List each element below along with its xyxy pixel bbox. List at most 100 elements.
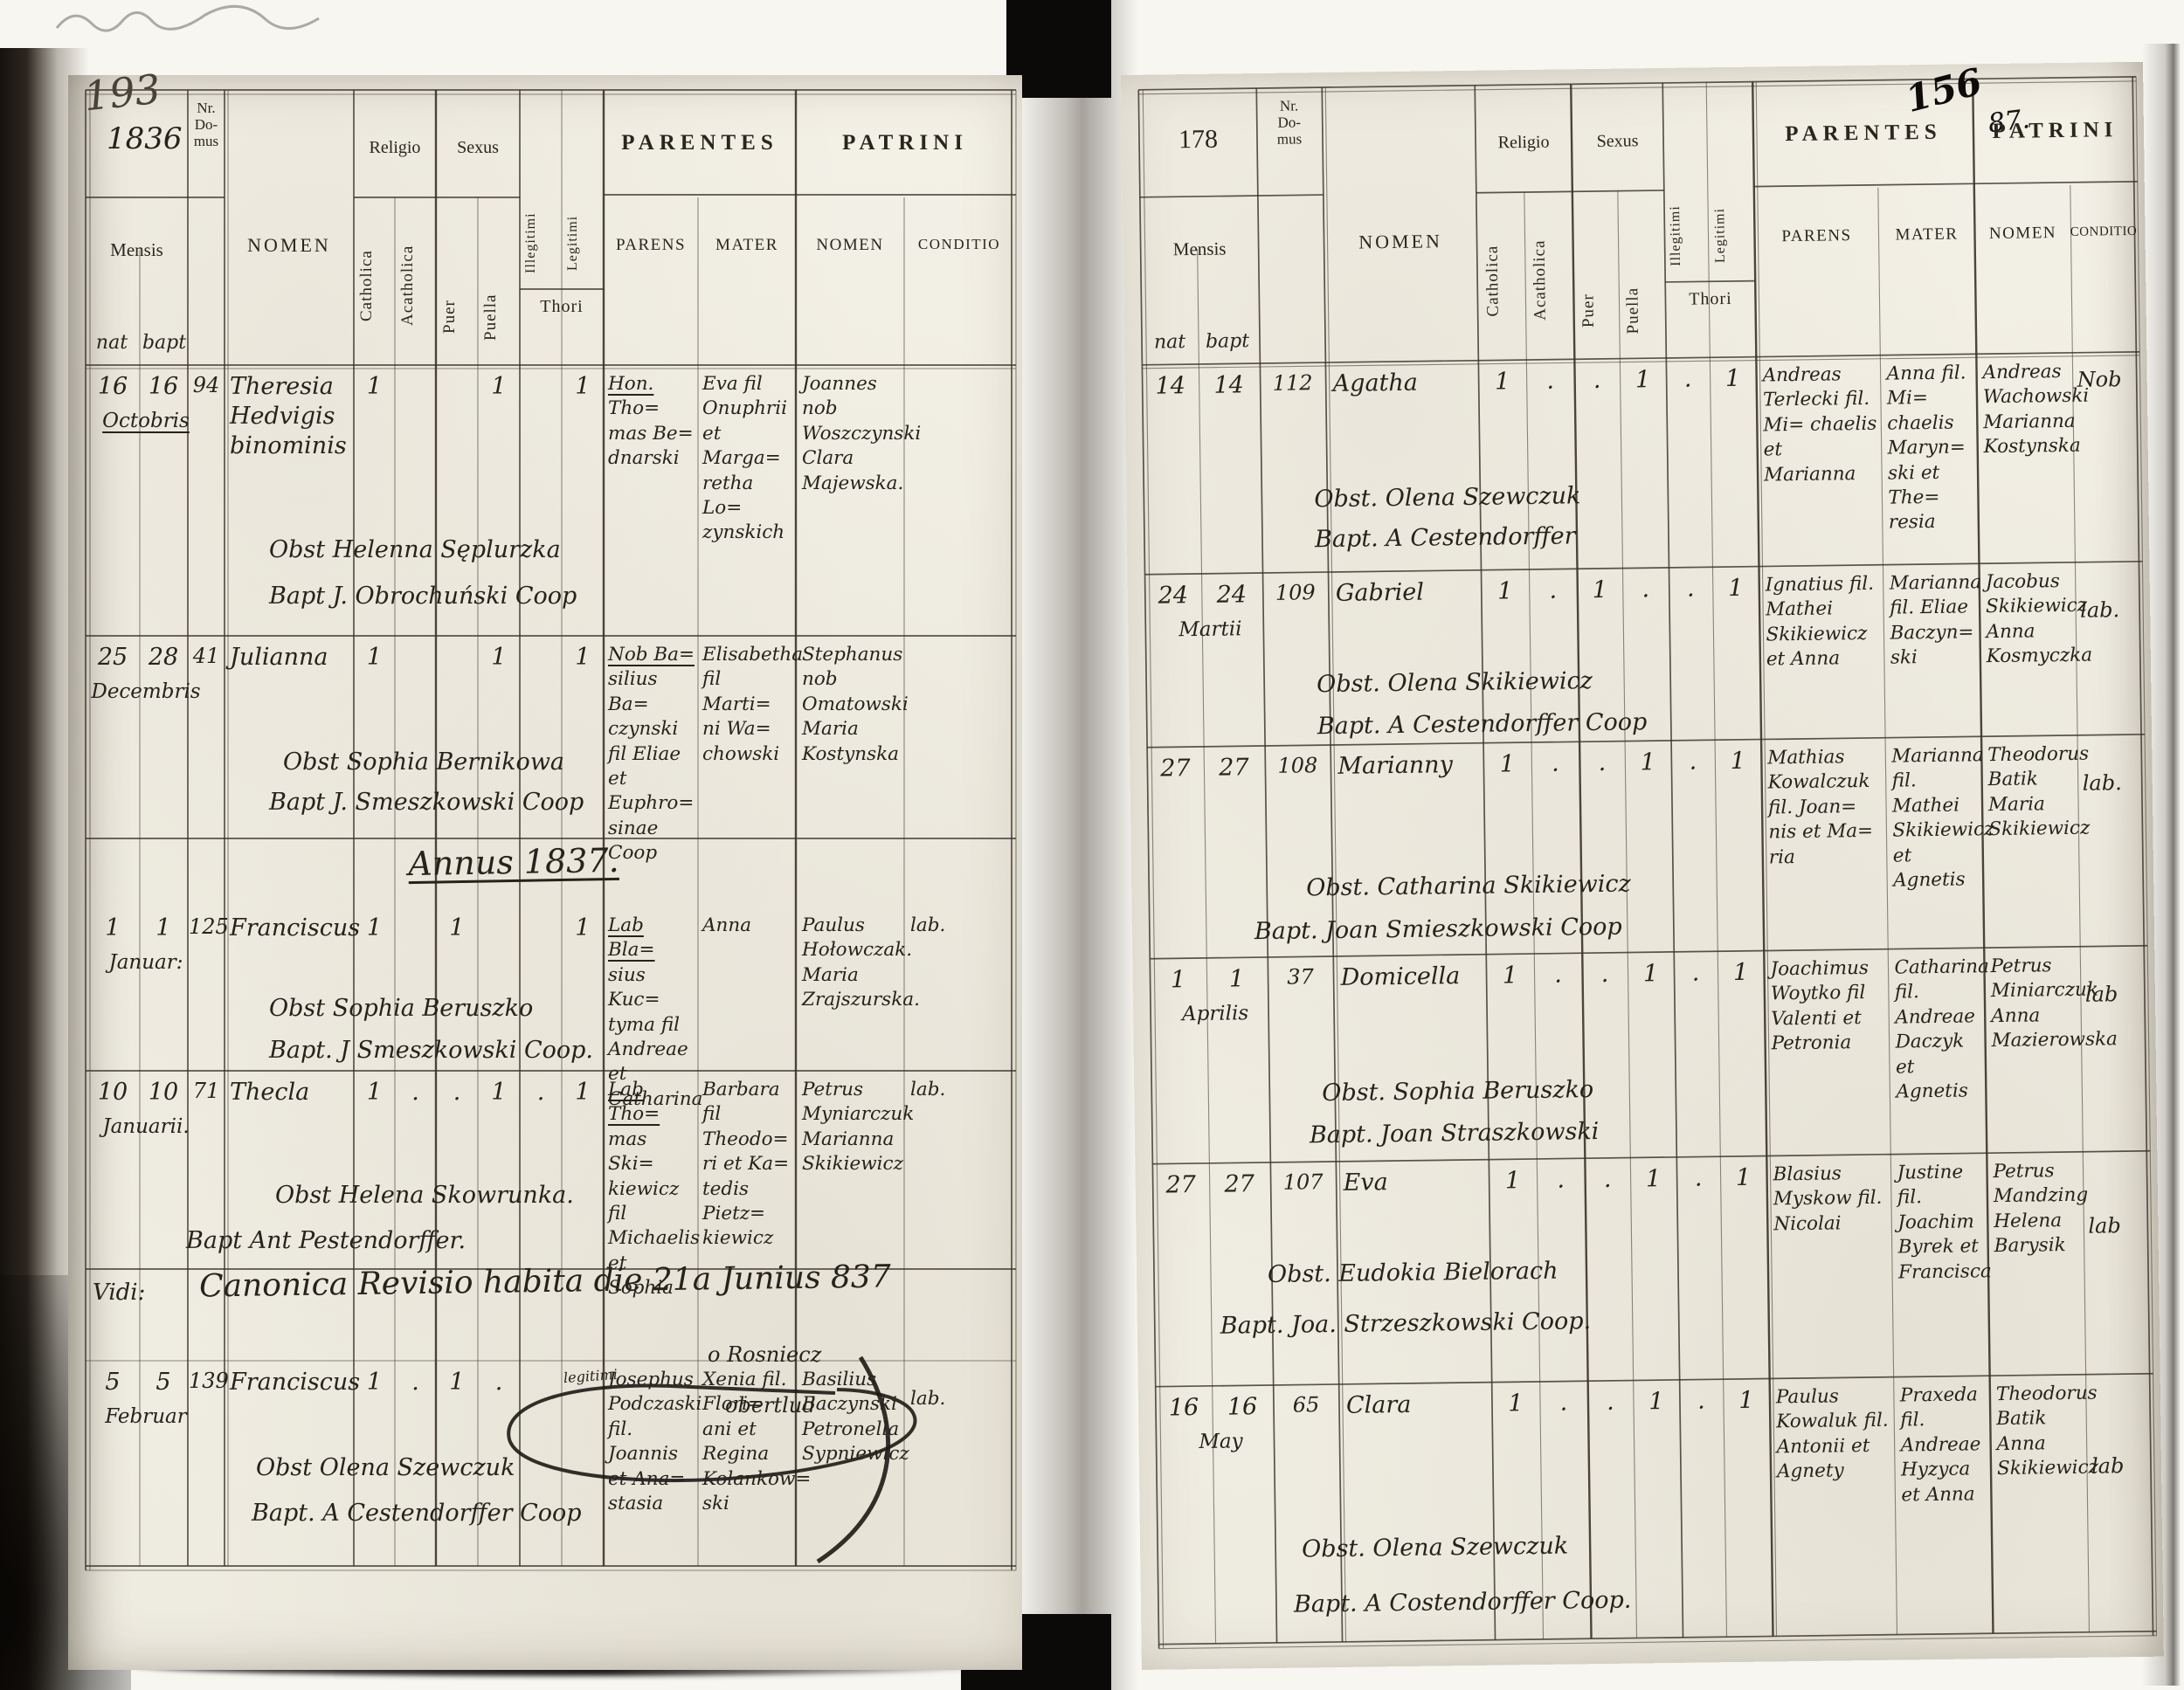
nr-line: Do-	[1277, 114, 1302, 131]
cell-baptized-day: 27	[1219, 754, 1249, 782]
cell-baptized-day: 1	[1228, 965, 1245, 993]
revision-flourish-oval	[507, 1383, 917, 1483]
cell-godparents: Joannes nob Woszczynski Clara Majewska.	[802, 373, 922, 494]
cell-condition: Nob	[2077, 367, 2122, 392]
father-text: Tho= mas Be= dnarski	[608, 397, 694, 470]
mark-girl: 1	[491, 373, 507, 400]
mark-catholic: 1	[1504, 1167, 1521, 1195]
mark-acatholic: .	[1557, 1166, 1565, 1194]
column-header-house-number: Nr. Do- mus	[188, 100, 225, 149]
handwritten-page-number: 193	[81, 65, 163, 121]
cell-midwife: Obst. Olena Szewczuk	[1314, 482, 1581, 514]
mark-legitimate: 1	[1738, 1386, 1754, 1414]
column-header-father: PARENS	[1781, 226, 1852, 246]
mark-girl: 1	[491, 1079, 507, 1106]
cell-mother: Praxeda fil. Andreae Hyzyca et Anna	[1899, 1383, 1981, 1507]
mark-catholic: 1	[366, 644, 383, 671]
column-header-sex: Sexus	[1596, 131, 1639, 151]
cell-midwife: Obst Helena Skowrunka.	[275, 1182, 574, 1209]
cell-baptizing-priest: Bapt. Joan Straszkowski	[1309, 1118, 1600, 1149]
cell-baptized-day: 28	[148, 644, 179, 671]
cell-godparents: Paulus Hołowczak. Maria Zrajszurska.	[802, 914, 920, 1011]
cell-condition: lab.	[910, 914, 946, 936]
cell-father: Hon. Tho= mas Be= dnarski	[608, 372, 695, 472]
cell-born-day: 1	[105, 914, 121, 942]
cell-father: Josephus Podczaski fil. Joannis et Ana= …	[608, 1368, 702, 1516]
mark-acatholic: .	[1559, 1389, 1568, 1417]
father-title: Hon.	[608, 373, 654, 395]
cell-mother: Anna fil. Mi= chaelis Maryn= ski et The=…	[1886, 362, 1966, 534]
mark-illegitimate: .	[1697, 1387, 1705, 1415]
cell-father: Paulus Kowaluk fil. Antonii et Agnety	[1775, 1385, 1889, 1483]
cell-born-day: 5	[105, 1369, 121, 1396]
nr-line: Nr.	[197, 100, 216, 116]
cell-month: Octobris	[102, 410, 190, 432]
column-header-religion: Religio	[369, 138, 421, 157]
mark-catholic: 1	[366, 1079, 383, 1106]
revision-flourish-tail	[816, 1355, 891, 1564]
cell-born-day: 27	[1165, 1171, 1197, 1199]
column-header-month: Mensis	[110, 239, 163, 260]
cell-baptized-day: 24	[1216, 581, 1248, 609]
cell-godparents: Stephanus nob Omatowski Maria Kostynska	[802, 644, 909, 765]
cell-child-name: Domicella	[1340, 962, 1461, 991]
cell-house-number: 109	[1275, 580, 1316, 605]
column-header-illegitimate: Illegitimi	[1668, 204, 1683, 266]
section-header-godparents: PATRINI	[1992, 118, 2118, 144]
column-header-girl: Puella	[481, 293, 500, 341]
cell-baptizing-priest: Bapt. A Cestendorffer Coop	[252, 1500, 582, 1527]
column-header-catholic: Catholica	[1482, 245, 1503, 317]
cell-child-name: Marianny	[1337, 751, 1454, 780]
cell-house-number: 65	[1292, 1392, 1320, 1418]
cell-baptizing-priest: Bapt Ant Pestendorffer.	[186, 1227, 467, 1254]
father-title: Lab Tho=	[608, 1079, 660, 1126]
cell-godparents: Petrus Mandzing Helena Barysik	[1993, 1160, 2089, 1258]
cell-condition: lab	[2088, 1213, 2121, 1238]
cell-baptizing-priest: Bapt. J Smeszkowski Coop.	[269, 1037, 593, 1064]
cell-condition: lab.	[2082, 770, 2122, 796]
cell-baptizing-priest: Bapt. Joa. Strzeszkowski Coop.	[1220, 1307, 1592, 1340]
baptism-entry-row: 16 16 Octobris 94 Theresia Hedvigis bino…	[68, 365, 1022, 636]
father-title: Lab Bla=	[608, 914, 655, 962]
column-header-born: nat	[1153, 331, 1186, 354]
column-header-house-number: Nr. Do- mus	[1259, 97, 1319, 148]
mark-illegitimate: .	[1689, 748, 1697, 776]
mark-illegitimate: .	[1683, 365, 1692, 393]
cell-father: Lab Bla= sius Kuc= tyma fil Andreae et C…	[608, 914, 702, 1112]
cell-mother: Justine fil. Joachim Byrek et Francisca	[1897, 1161, 1992, 1284]
cell-born-day: 16	[1168, 1394, 1199, 1422]
nr-line: mus	[1276, 130, 1303, 148]
mark-acatholic: .	[1546, 367, 1555, 395]
mark-illegitimate: .	[1686, 575, 1695, 603]
scan-black-strip-top	[1006, 0, 1111, 98]
cell-condition: lab	[2084, 982, 2118, 1007]
cell-midwife: Obst. Sophia Beruszko	[1322, 1076, 1594, 1107]
cell-month: Februar	[105, 1405, 187, 1428]
column-header-name: NOMEN	[247, 234, 331, 256]
cell-godparents: Petrus Miniarczuk Anna Mazierowska	[1990, 955, 2118, 1052]
year-section-heading: Annus 1837.	[407, 840, 619, 884]
cell-born-day: 14	[1155, 372, 1186, 400]
cell-baptized-day: 16	[148, 373, 179, 400]
column-header-born: nat	[95, 332, 128, 354]
cell-mother: Barbara fil Theodo= ri et Ka= tedis Piet…	[702, 1079, 790, 1250]
cell-baptized-day: 14	[1213, 371, 1245, 399]
column-header-condition: CONDITIO	[917, 236, 1001, 252]
cell-house-number: 107	[1282, 1169, 1324, 1195]
cell-father: Lab Tho= mas Ski= kiewicz fil Michaelis …	[608, 1078, 700, 1300]
mark-catholic: 1	[1508, 1390, 1524, 1418]
mark-legitimate: 1	[575, 1079, 591, 1106]
cell-child-name: Franciscus	[230, 914, 361, 942]
cell-baptizing-priest: Bapt J. Obrochuński Coop	[269, 583, 577, 610]
mark-legitimate: 1	[575, 914, 591, 942]
mark-legitimate: 1	[1732, 958, 1749, 986]
mark-illegitimate: .	[1694, 1164, 1703, 1192]
cell-month: Martii	[1178, 617, 1242, 642]
cell-child-name: Gabriel	[1335, 578, 1425, 607]
handwritten-year: 1836	[107, 121, 183, 156]
column-header-legitimate: Legitimi	[565, 215, 580, 271]
mark-girl: .	[1641, 576, 1650, 604]
mark-girl: 1	[1640, 748, 1656, 776]
mark-girl: 1	[1645, 1165, 1662, 1193]
cell-midwife: Obst. Olena Szewczuk	[1301, 1532, 1569, 1563]
